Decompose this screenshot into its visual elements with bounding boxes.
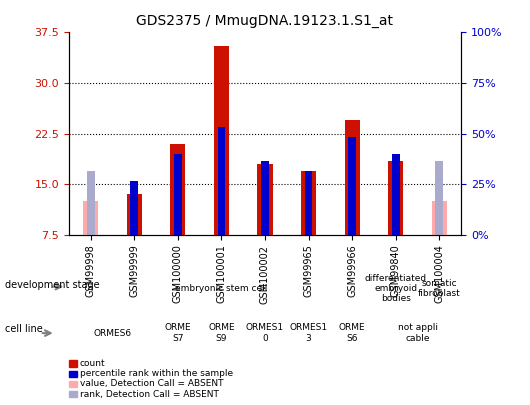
Bar [218, 127, 225, 235]
Text: not appli
cable: not appli cable [398, 324, 438, 343]
Text: differentiated
embryoid
bodies: differentiated embryoid bodies [365, 274, 427, 303]
Bar [83, 201, 99, 235]
Bar [436, 161, 443, 235]
Text: value, Detection Call = ABSENT: value, Detection Call = ABSENT [80, 379, 223, 388]
Text: ORME
S9: ORME S9 [208, 324, 235, 343]
Text: cell line: cell line [5, 324, 43, 334]
Bar [301, 171, 316, 235]
Bar [432, 201, 447, 235]
Bar [348, 137, 356, 235]
Text: ORME
S6: ORME S6 [339, 324, 366, 343]
Bar [174, 154, 182, 235]
Bar [214, 46, 229, 235]
Bar [261, 161, 269, 235]
Text: GDS2375 / MmugDNA.19123.1.S1_at: GDS2375 / MmugDNA.19123.1.S1_at [137, 14, 393, 28]
Bar [305, 171, 312, 235]
Text: development stage: development stage [5, 280, 100, 290]
Bar [127, 194, 142, 235]
Text: ORMES6: ORMES6 [93, 328, 131, 338]
Bar [130, 181, 138, 235]
Bar [344, 120, 360, 235]
Text: rank, Detection Call = ABSENT: rank, Detection Call = ABSENT [80, 390, 218, 399]
Text: ORME
S7: ORME S7 [164, 324, 191, 343]
Bar [392, 154, 400, 235]
Text: ORMES1
3: ORMES1 3 [289, 324, 328, 343]
Bar [170, 144, 185, 235]
Text: count: count [80, 359, 105, 368]
Bar [258, 164, 272, 235]
Text: percentile rank within the sample: percentile rank within the sample [80, 369, 233, 378]
Bar [388, 161, 403, 235]
Text: ORMES1
0: ORMES1 0 [246, 324, 284, 343]
Text: embryonic stem cell: embryonic stem cell [175, 284, 268, 293]
Bar [87, 171, 94, 235]
Text: somatic
fibroblast: somatic fibroblast [418, 279, 461, 298]
